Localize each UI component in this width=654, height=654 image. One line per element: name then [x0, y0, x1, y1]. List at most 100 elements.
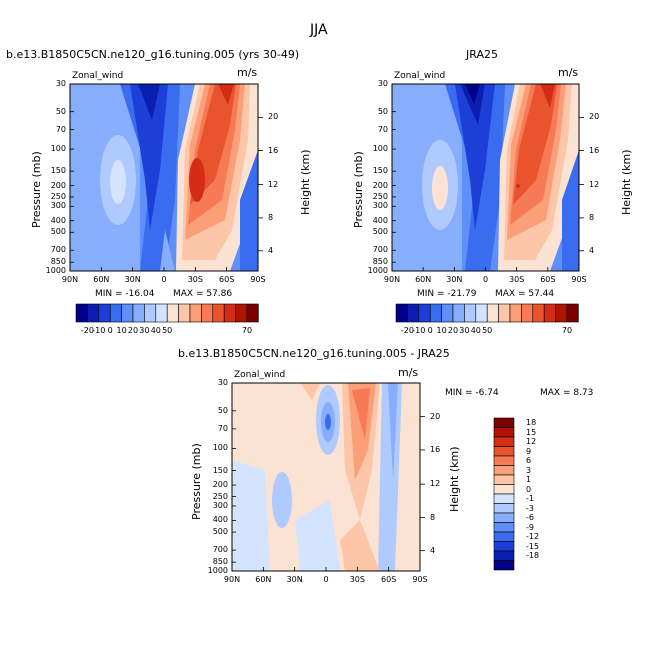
panel1-ytick-label: 500: [50, 227, 66, 237]
panel3-ylabel: Pressure (mb): [190, 443, 203, 520]
panel2-ytick-label: 500: [372, 227, 388, 237]
panel3-ytick-label: 150: [212, 465, 228, 475]
panel2-xtick-label: 60N: [415, 275, 432, 284]
panel3-xtick-label: 90S: [412, 575, 428, 584]
panel3-y2tick-label: 20: [430, 411, 441, 421]
panel1-title: b.e13.B1850C5CN.ne120_g16.tuning.005 (yr…: [6, 48, 300, 61]
panel2-y2tick-label: 20: [589, 112, 600, 122]
panel2-y2tick-label: 8: [589, 212, 595, 222]
panel1-colorbar-label: -10: [92, 326, 106, 335]
panel3-title: b.e13.B1850C5CN.ne120_g16.tuning.005 - J…: [178, 347, 450, 360]
panel3-colorbar-label: 0: [526, 484, 532, 494]
panel2-xtick-label: 90S: [571, 275, 587, 284]
panel2-colorbar-label: 70: [561, 326, 573, 335]
panel1-y2tick-label: 4: [268, 245, 274, 255]
panel2-ytick-label: 70: [377, 124, 388, 134]
panel3-colorbar-label: -18: [526, 551, 540, 560]
panel1-units: m/s: [237, 66, 258, 79]
panel2-colorbar-label: 0: [427, 326, 433, 335]
panel1-ytick-label: 200: [50, 180, 66, 190]
panel1-field: [70, 84, 258, 271]
panel2-colorbar-label: -10: [412, 326, 426, 335]
panel1-minmax-min: MIN = -16.04: [95, 289, 155, 299]
panel3-xtick-label: 0: [323, 575, 329, 584]
panel3-colorbar-label: 9: [526, 446, 532, 456]
panel1-colorbar-label: -20: [80, 326, 94, 335]
panel2-xtick-label: 60S: [540, 275, 556, 284]
panel3-ytick-label: 850: [212, 557, 228, 567]
panel1-y2label: Height (km): [299, 149, 312, 215]
panel2-ytick-label: 100: [372, 144, 388, 154]
panel3-field: [232, 383, 420, 571]
panel3-ytick-label: 50: [217, 405, 228, 415]
panel3-minmax-min: MIN = -6.74: [445, 388, 499, 398]
panel2-xtick-label: 90N: [383, 275, 401, 284]
panel2-ylabel: Pressure (mb): [352, 151, 365, 228]
panel1-ytick-label: 300: [50, 201, 66, 211]
panel1-colorbar-label: 10: [116, 326, 127, 335]
panel2-y2label: Height (km): [620, 149, 633, 215]
panel1-ytick-label: 70: [55, 124, 66, 134]
panel3-colorbar-label: -15: [526, 541, 540, 551]
panel3-units: m/s: [398, 366, 419, 379]
panel2-ytick-label: 50: [377, 106, 388, 116]
panel1-y2tick-label: 12: [268, 179, 279, 189]
panel3-y2tick-label: 12: [430, 479, 441, 489]
panel2-colorbar-label: -20: [400, 326, 414, 335]
panel1-ytick-label: 250: [50, 191, 66, 201]
panel2-units: m/s: [558, 66, 579, 79]
panel3-ytick-label: 30: [217, 378, 228, 387]
panel3-xtick-label: 30N: [286, 575, 303, 584]
panel3-colorbar-label: -3: [526, 503, 534, 513]
panel1-colorbar: [75, 303, 259, 323]
panel1-variable: Zonal_wind: [72, 71, 124, 81]
panel2-y2tick-label: 16: [589, 145, 600, 155]
panel3-colorbar-label: 1: [526, 475, 532, 484]
panel2-ytick-label: 400: [372, 215, 388, 225]
panel1-minmax-max: MAX = 57.86: [173, 289, 233, 299]
panel1-ytick-label: 700: [50, 245, 66, 255]
panel1-colorbar-label: 30: [139, 326, 150, 335]
panel3-colorbar: [493, 417, 515, 571]
panel3-ytick-label: 1000: [207, 566, 228, 575]
panel2-xtick-label: 30N: [446, 275, 463, 284]
panel2-colorbar-label: 50: [482, 326, 493, 335]
panel1-y2tick-label: 16: [268, 145, 279, 155]
panel1-colorbar-label: 0: [107, 326, 113, 335]
panel2-ytick-label: 150: [372, 166, 388, 176]
panel1-ytick-label: 30: [55, 79, 66, 88]
panel3-ytick-label: 500: [212, 527, 228, 537]
panel2-ytick-label: 200: [372, 180, 388, 190]
panel2-ytick-label: 250: [372, 191, 388, 201]
panel2-title: JRA25: [466, 48, 498, 61]
panel3-y2tick-label: 16: [430, 444, 441, 454]
panel3-colorbar-label: 18: [526, 418, 537, 427]
panel3-ytick-label: 100: [212, 443, 228, 453]
panel3-y2label: Height (km): [448, 446, 461, 512]
panel1-ytick-label: 100: [50, 144, 66, 154]
panel2-colorbar-label: 30: [459, 326, 470, 335]
panel2-minmax-max: MAX = 57.44: [495, 289, 555, 299]
panel3-y2tick-label: 8: [430, 512, 436, 522]
panel1-xtick-label: 30N: [124, 275, 141, 284]
panel1-xtick-label: 90N: [61, 275, 79, 284]
panel1-ylabel: Pressure (mb): [30, 151, 43, 228]
panel2-ytick-label: 700: [372, 245, 388, 255]
panel1-xtick-label: 30S: [187, 275, 203, 284]
panel2-ytick-label: 30: [377, 79, 388, 88]
panel1-xtick-label: 0: [161, 275, 167, 284]
panel1-ytick-label: 850: [50, 257, 66, 267]
panel2-ytick-label: 850: [372, 257, 388, 267]
panel3-y2tick-label: 4: [430, 545, 436, 555]
panel2-y2tick-label: 12: [589, 179, 600, 189]
panel3-colorbar-label: 12: [526, 437, 537, 446]
panel3-colorbar-label: 3: [526, 465, 532, 475]
panel2-colorbar-label: 40: [470, 326, 481, 335]
panel2-colorbar-label: 20: [447, 326, 459, 335]
panel3-xtick-label: 30S: [349, 575, 365, 584]
panel3-ytick-label: 70: [217, 423, 228, 433]
panel3-colorbar-label: -9: [526, 522, 534, 532]
panel2-variable: Zonal_wind: [394, 71, 446, 81]
panel3-ytick-label: 200: [212, 480, 228, 490]
